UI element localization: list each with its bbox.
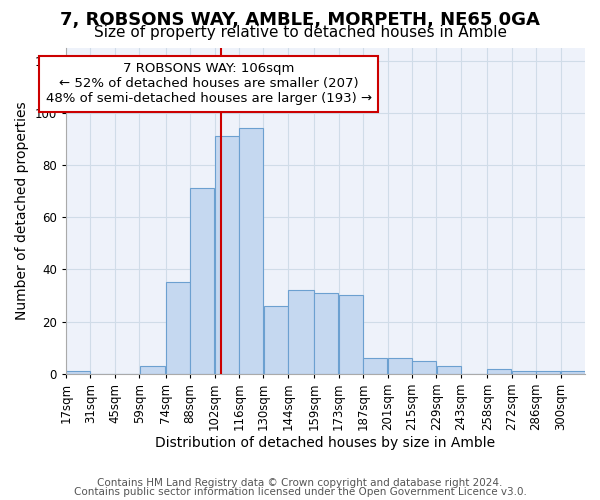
Text: Size of property relative to detached houses in Amble: Size of property relative to detached ho… (94, 25, 506, 40)
Y-axis label: Number of detached properties: Number of detached properties (15, 102, 29, 320)
Bar (66, 371, 90, 374)
Bar (314, 293, 338, 374)
Bar (437, 366, 461, 374)
Bar (412, 360, 436, 374)
Bar (487, 368, 511, 374)
Bar (363, 358, 387, 374)
X-axis label: Distribution of detached houses by size in Amble: Distribution of detached houses by size … (155, 436, 496, 450)
Bar (288, 290, 314, 374)
Bar (388, 358, 412, 374)
Bar (140, 366, 166, 374)
Text: 7 ROBSONS WAY: 106sqm
← 52% of detached houses are smaller (207)
48% of semi-det: 7 ROBSONS WAY: 106sqm ← 52% of detached … (46, 62, 372, 105)
Bar (215, 136, 239, 374)
Bar (263, 306, 287, 374)
Bar (339, 296, 363, 374)
Bar (536, 371, 560, 374)
Bar (239, 128, 263, 374)
Bar (190, 188, 214, 374)
Text: Contains public sector information licensed under the Open Government Licence v3: Contains public sector information licen… (74, 487, 526, 497)
Bar (561, 371, 585, 374)
Text: Contains HM Land Registry data © Crown copyright and database right 2024.: Contains HM Land Registry data © Crown c… (97, 478, 503, 488)
Bar (166, 282, 190, 374)
Bar (512, 371, 536, 374)
Text: 7, ROBSONS WAY, AMBLE, MORPETH, NE65 0GA: 7, ROBSONS WAY, AMBLE, MORPETH, NE65 0GA (60, 11, 540, 29)
